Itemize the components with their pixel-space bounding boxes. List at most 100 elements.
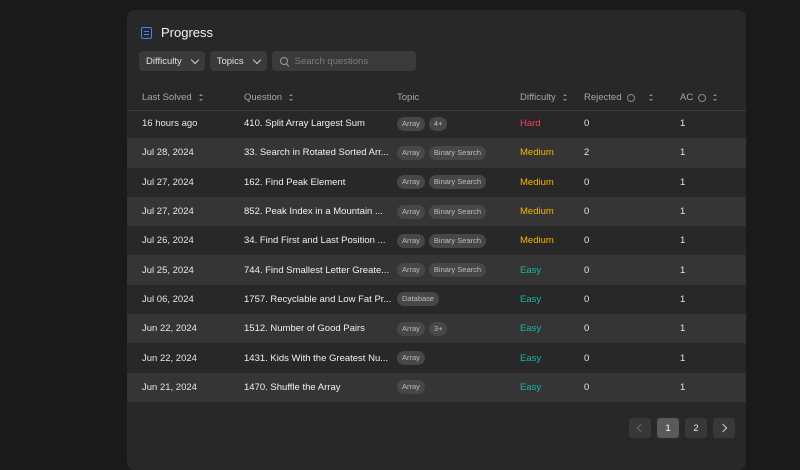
table-row[interactable]: Jun 22, 2024 1431. Kids With the Greatest… bbox=[127, 343, 746, 372]
ac-cell: 1 bbox=[680, 118, 686, 130]
ac-cell: 1 bbox=[680, 235, 686, 247]
ac-cell: 1 bbox=[680, 293, 686, 305]
panel-header: Progress bbox=[141, 25, 213, 40]
progress-panel: Progress Difficulty Topics Last Solved Q… bbox=[127, 10, 746, 470]
ac-cell: 1 bbox=[680, 264, 686, 276]
topic-cell: Array 4+ bbox=[397, 109, 448, 138]
last-solved-cell: Jul 27, 2024 bbox=[142, 176, 194, 188]
topic-cell: Array bbox=[397, 343, 425, 372]
rejected-cell: 0 bbox=[584, 206, 590, 218]
search-icon bbox=[279, 57, 288, 65]
col-ac[interactable]: AC bbox=[680, 92, 718, 103]
question-link[interactable]: 744. Find Smallest Letter Greate... bbox=[244, 264, 390, 276]
col-topic: Topic bbox=[397, 92, 419, 103]
topic-tag[interactable]: Array bbox=[397, 321, 425, 336]
difficulty-cell: Easy bbox=[520, 293, 542, 305]
topic-tag[interactable]: Binary Search bbox=[428, 145, 487, 160]
question-link[interactable]: 1431. Kids With the Greatest Nu... bbox=[244, 352, 389, 364]
table-row[interactable]: 16 hours ago 410. Split Array Largest Sum… bbox=[127, 109, 746, 138]
difficulty-cell: Medium bbox=[520, 176, 554, 188]
topic-tag[interactable]: Array bbox=[397, 380, 425, 395]
last-solved-cell: Jun 22, 2024 bbox=[142, 352, 197, 364]
topic-tag[interactable]: Array bbox=[397, 204, 425, 219]
topics-dropdown[interactable]: Topics bbox=[209, 51, 267, 71]
topic-tag[interactable]: Binary Search bbox=[428, 175, 487, 190]
col-question[interactable]: Question bbox=[244, 92, 294, 103]
rejected-cell: 0 bbox=[584, 264, 590, 276]
list-icon bbox=[141, 26, 152, 39]
col-rejected[interactable]: Rejected bbox=[584, 92, 654, 103]
col-last-solved[interactable]: Last Solved bbox=[142, 92, 204, 103]
difficulty-cell: Medium bbox=[520, 235, 554, 247]
chevron-down-icon bbox=[252, 55, 261, 64]
chevron-left-icon bbox=[636, 423, 646, 433]
table-row[interactable]: Jul 06, 2024 1757. Recyclable and Low Fat… bbox=[127, 285, 746, 314]
last-solved-cell: Jul 06, 2024 bbox=[142, 293, 194, 305]
topic-tag[interactable]: 4+ bbox=[428, 116, 448, 131]
table-row[interactable]: Jun 21, 2024 1470. Shuffle the Array Array… bbox=[127, 372, 746, 402]
table-header: Last Solved Question Topic Difficulty Re… bbox=[127, 88, 746, 111]
search-box bbox=[271, 51, 416, 71]
question-link[interactable]: 852. Peak Index in a Mountain ... bbox=[244, 206, 383, 218]
rejected-cell: 0 bbox=[584, 323, 590, 335]
rejected-cell: 0 bbox=[584, 293, 590, 305]
page-button-1[interactable]: 1 bbox=[657, 418, 679, 438]
info-icon[interactable] bbox=[626, 93, 635, 102]
sort-icon bbox=[562, 94, 568, 101]
topic-tag[interactable]: Array bbox=[397, 351, 425, 366]
rejected-cell: 0 bbox=[584, 352, 590, 364]
last-solved-cell: Jul 28, 2024 bbox=[142, 147, 194, 159]
col-difficulty[interactable]: Difficulty bbox=[520, 92, 568, 103]
table-body: 16 hours ago 410. Split Array Largest Sum… bbox=[127, 109, 746, 402]
question-link[interactable]: 1757. Recyclable and Low Fat Pr... bbox=[244, 293, 392, 305]
table-row[interactable]: Jul 26, 2024 34. Find First and Last Posi… bbox=[127, 226, 746, 255]
topic-tag[interactable]: Database bbox=[397, 292, 440, 307]
last-solved-cell: Jul 27, 2024 bbox=[142, 206, 194, 218]
topic-tag[interactable]: 3+ bbox=[428, 321, 448, 336]
sort-icon bbox=[713, 94, 718, 101]
last-solved-cell: Jun 21, 2024 bbox=[142, 381, 197, 393]
prev-page-button[interactable] bbox=[629, 418, 651, 438]
question-link[interactable]: 162. Find Peak Element bbox=[244, 176, 346, 188]
table-row[interactable]: Jul 28, 2024 33. Search in Rotated Sorted… bbox=[127, 138, 746, 168]
question-link[interactable]: 33. Search in Rotated Sorted Arr... bbox=[244, 147, 389, 159]
difficulty-dropdown-label: Difficulty bbox=[146, 55, 182, 67]
sort-icon bbox=[198, 94, 204, 101]
topic-cell: Array bbox=[397, 373, 425, 402]
question-link[interactable]: 410. Split Array Largest Sum bbox=[244, 118, 365, 130]
sort-icon bbox=[648, 94, 654, 101]
table-row[interactable]: Jul 27, 2024 852. Peak Index in a Mountai… bbox=[127, 196, 746, 227]
question-link[interactable]: 1470. Shuffle the Array bbox=[244, 381, 341, 393]
panel-title: Progress bbox=[161, 25, 214, 40]
topic-tag[interactable]: Binary Search bbox=[428, 233, 487, 248]
question-link[interactable]: 34. Find First and Last Position ... bbox=[244, 235, 386, 247]
difficulty-cell: Easy bbox=[520, 381, 542, 393]
last-solved-cell: Jul 26, 2024 bbox=[142, 235, 194, 247]
topic-cell: Array 3+ bbox=[397, 314, 448, 343]
table-row[interactable]: Jun 22, 2024 1512. Number of Good Pairs Ar… bbox=[127, 314, 746, 344]
sort-icon bbox=[289, 94, 294, 101]
topic-tag[interactable]: Array bbox=[397, 175, 425, 190]
topic-tag[interactable]: Array bbox=[397, 145, 425, 160]
topic-tag[interactable]: Array bbox=[397, 116, 425, 131]
topic-tag[interactable]: Binary Search bbox=[428, 263, 487, 278]
ac-cell: 1 bbox=[680, 147, 686, 159]
ac-cell: 1 bbox=[680, 176, 686, 188]
page-button-2[interactable]: 2 bbox=[685, 418, 707, 438]
table-row[interactable]: Jul 27, 2024 162. Find Peak Element Array B… bbox=[127, 168, 746, 197]
rejected-cell: 0 bbox=[584, 235, 590, 247]
question-link[interactable]: 1512. Number of Good Pairs bbox=[244, 323, 365, 335]
difficulty-cell: Easy bbox=[520, 264, 542, 276]
topic-tag[interactable]: Array bbox=[397, 263, 425, 278]
info-icon[interactable] bbox=[698, 93, 707, 102]
topic-tag[interactable]: Array bbox=[397, 233, 425, 248]
difficulty-dropdown[interactable]: Difficulty bbox=[139, 51, 205, 71]
difficulty-cell: Medium bbox=[520, 147, 554, 159]
chevron-down-icon bbox=[190, 55, 199, 64]
topic-tag[interactable]: Binary Search bbox=[428, 204, 487, 219]
next-page-button[interactable] bbox=[713, 418, 735, 438]
search-input[interactable] bbox=[294, 55, 405, 67]
topic-cell: Array Binary Search bbox=[397, 138, 487, 167]
topics-dropdown-label: Topics bbox=[216, 55, 244, 67]
table-row[interactable]: Jul 25, 2024 744. Find Smallest Letter Gr… bbox=[127, 255, 746, 285]
